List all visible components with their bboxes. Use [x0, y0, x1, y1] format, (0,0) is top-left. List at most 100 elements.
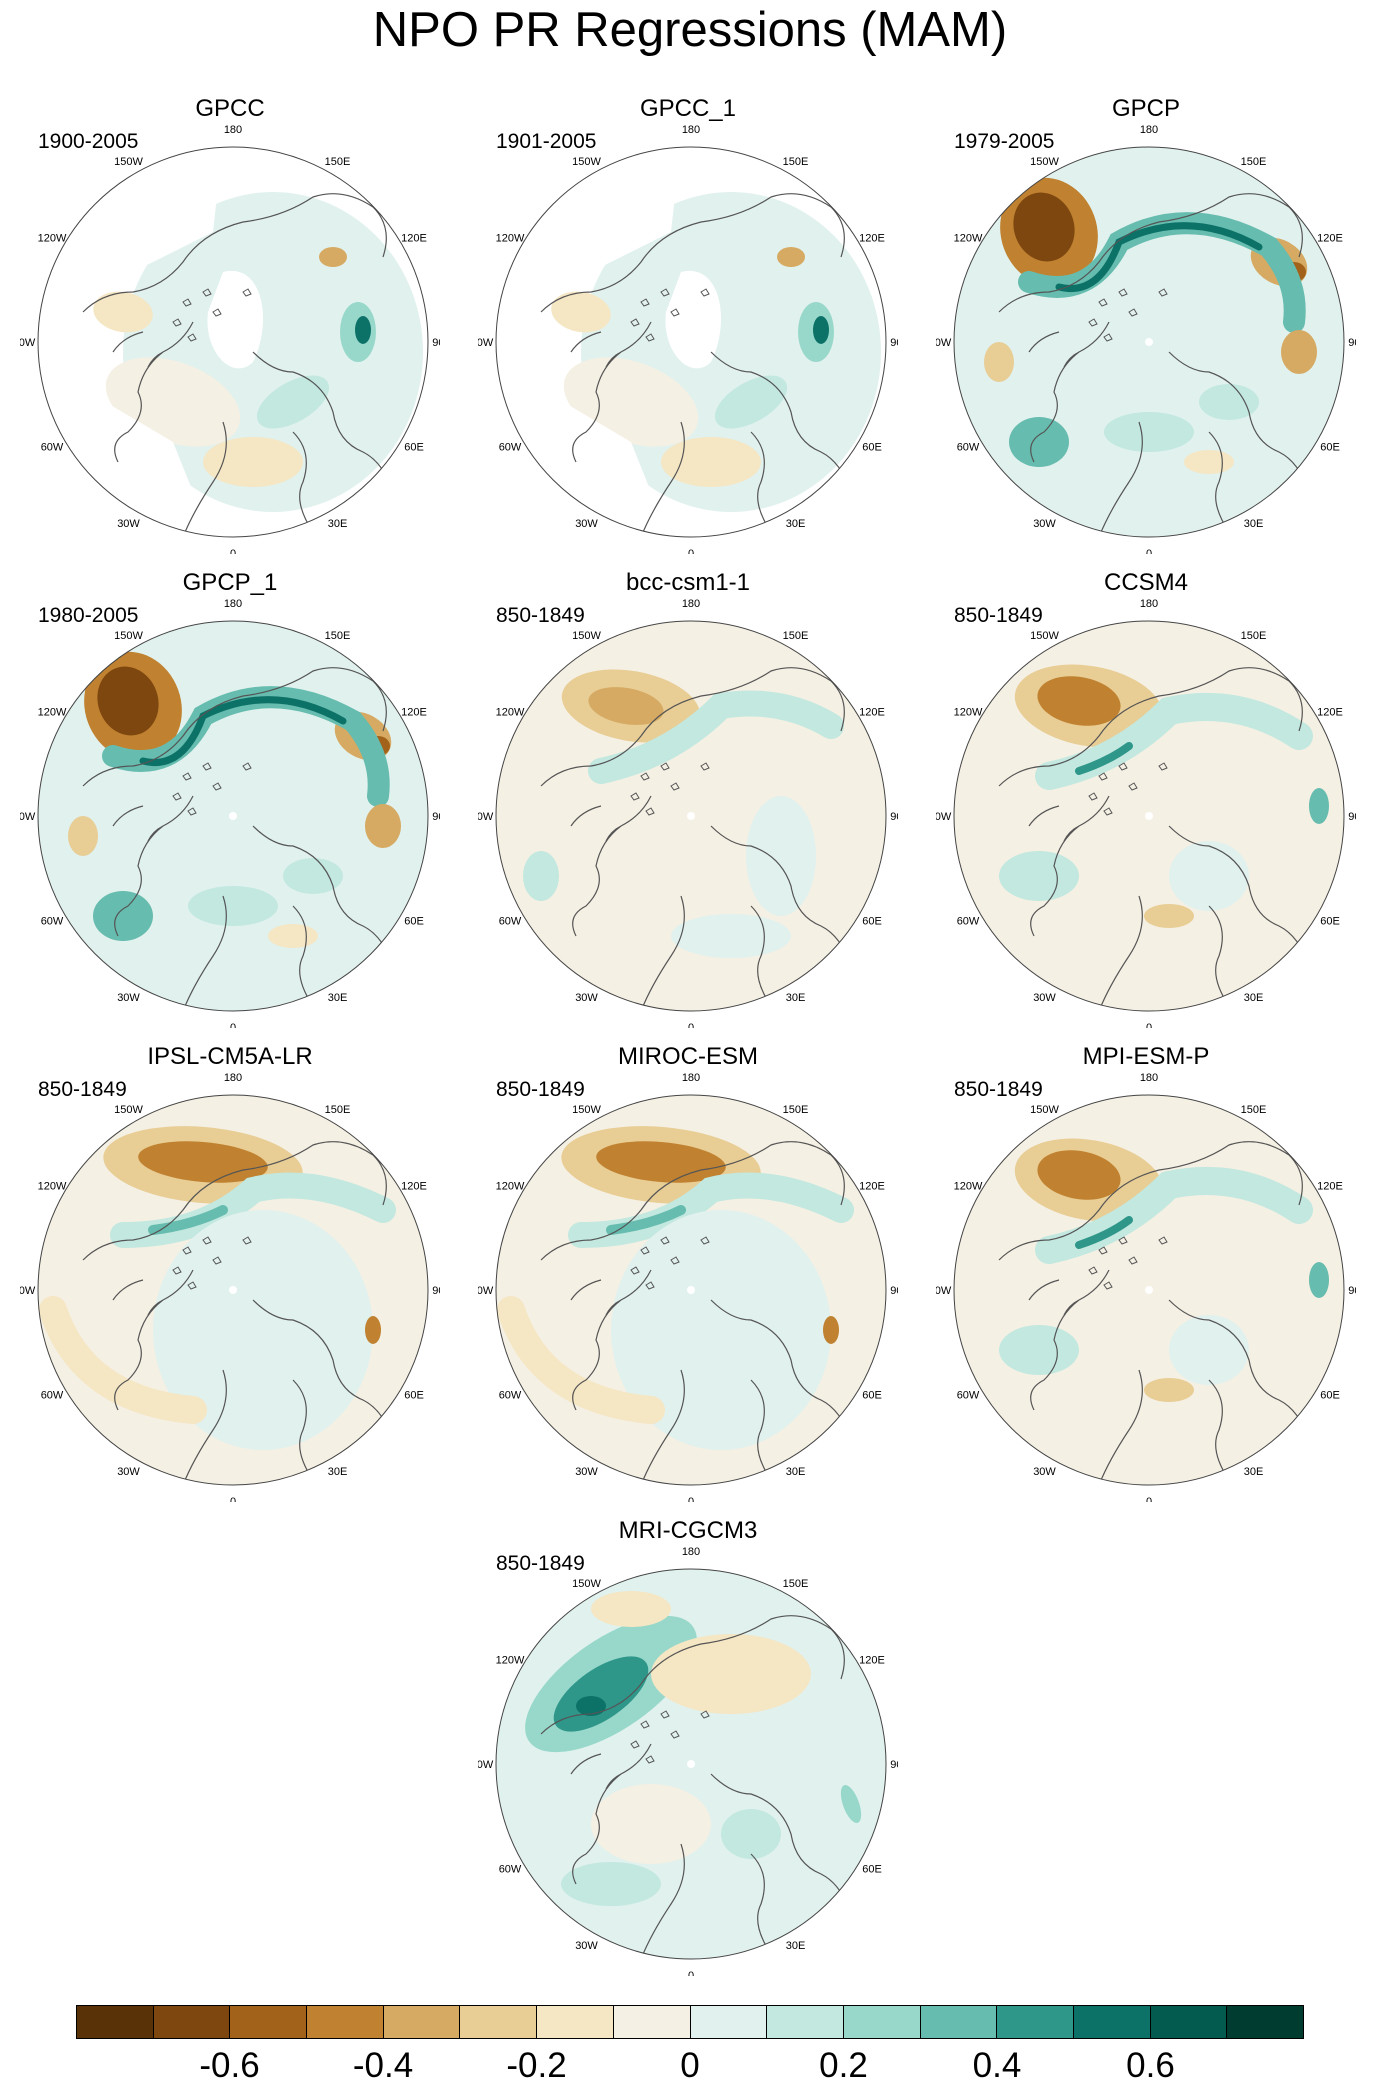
longitude-label: 180	[682, 124, 700, 136]
panel-period: 1980-2005	[38, 604, 139, 627]
panel-period: 1979-2005	[954, 130, 1055, 153]
longitude-label: 120W	[38, 1181, 67, 1193]
anomaly-contour	[1169, 841, 1249, 911]
colorbar-swatch	[997, 2006, 1074, 2038]
island-outline	[640, 1720, 650, 1729]
island-outline	[645, 1755, 655, 1764]
island-outline	[242, 762, 252, 771]
polar-map: 180 150E 120E 90E 60E 30E 0 30W 60W 90W 120W 150W	[20, 1072, 440, 1502]
panel-period: 850-1849	[496, 604, 585, 627]
anomaly-contour	[576, 1696, 606, 1716]
colorbar	[76, 2005, 1304, 2039]
anomaly-contour	[1009, 417, 1069, 467]
colorbar-swatch	[1150, 2006, 1228, 2038]
island-outline	[1128, 308, 1138, 317]
longitude-label: 120E	[1317, 1181, 1343, 1193]
anomaly-contour	[777, 247, 805, 267]
coastline	[540, 667, 852, 1011]
longitude-label: 0	[1146, 1496, 1152, 1502]
longitude-label: 90W	[20, 337, 36, 349]
longitude-label: 60W	[499, 1390, 522, 1402]
island-outline	[1118, 1236, 1128, 1245]
anomaly-contour	[1309, 1262, 1329, 1298]
colorbar-swatch	[690, 2006, 768, 2038]
colorbar-tick-label: 0.6	[1126, 2046, 1175, 2085]
polar-map: 180 150E 120E 90E 60E 30E 0 30W 60W 90W 120W 150W	[478, 1072, 898, 1502]
anomaly-contour	[721, 1809, 781, 1859]
longitude-label: 150W	[572, 1104, 601, 1116]
island-outline	[182, 298, 192, 307]
longitude-label: 120W	[38, 707, 67, 719]
longitude-label: 150E	[783, 1578, 809, 1590]
anomaly-contour	[553, 1656, 649, 1732]
island-outline	[700, 1236, 710, 1245]
longitude-label: 180	[1140, 1072, 1158, 1084]
island-outline	[660, 1236, 670, 1245]
colorbar-swatch	[77, 2006, 154, 2038]
island-outline	[1103, 1281, 1113, 1290]
colorbar-tick-label: -0.6	[199, 2046, 260, 2085]
anomaly-contour	[1104, 412, 1194, 452]
anomaly-contour	[661, 437, 761, 487]
pole-point	[687, 1760, 695, 1768]
island-outline	[670, 782, 680, 791]
panel-period: 850-1849	[38, 1078, 127, 1101]
polar-map: 180 150E 120E 90E 60E 30E 0 30W 60W 90W 120W 150W	[20, 124, 440, 554]
anomaly-contour	[203, 437, 303, 487]
longitude-label: 30E	[1244, 992, 1264, 1004]
island-outline	[630, 318, 640, 327]
island-outline	[1088, 318, 1098, 327]
anomaly-contour	[813, 316, 829, 344]
island-outline	[182, 1246, 192, 1255]
island-outline	[202, 1236, 212, 1245]
longitude-label: 120E	[401, 1181, 427, 1193]
longitude-label: 30E	[1244, 1466, 1264, 1478]
longitude-label: 90E	[1348, 337, 1356, 349]
colorbar-swatch	[1227, 2006, 1303, 2038]
anomaly-contour	[68, 816, 98, 856]
island-outline	[1098, 298, 1108, 307]
longitude-label: 120W	[496, 707, 525, 719]
pole-point	[229, 1286, 237, 1294]
anomaly-contour	[365, 804, 401, 848]
longitude-label: 60E	[1320, 442, 1340, 454]
longitude-label: 90W	[478, 811, 494, 823]
anomaly-band	[139, 696, 347, 766]
longitude-label: 0	[230, 548, 236, 554]
anomaly-contour	[714, 375, 788, 429]
longitude-label: 60W	[499, 1864, 522, 1876]
longitude-label: 120W	[496, 1655, 525, 1667]
anomaly-contour	[1281, 330, 1317, 374]
coastline	[82, 667, 394, 1011]
longitude-label: 120E	[1317, 707, 1343, 719]
island-outline	[645, 807, 655, 816]
island-outline	[630, 792, 640, 801]
longitude-label: 90E	[890, 337, 898, 349]
longitude-label: 120W	[496, 233, 525, 245]
map-boundary	[953, 146, 1345, 538]
longitude-label: 150W	[114, 1104, 143, 1116]
panel-title: bcc-csm1-1	[625, 569, 751, 596]
map-panel: 180 150E 120E 90E 60E 30E 0 30W 60W 90W 120W 150W GP…	[478, 94, 898, 554]
panel-title: CCSM4	[1103, 569, 1188, 596]
map-boundary	[37, 1094, 429, 1486]
anomaly-contour	[999, 851, 1079, 901]
anomaly-contour	[355, 316, 371, 344]
longitude-label: 60E	[862, 442, 882, 454]
longitude-label: 30E	[328, 518, 348, 530]
island-outline	[1088, 792, 1098, 801]
island-outline	[700, 288, 710, 297]
island-outline	[187, 333, 197, 342]
colorbar-swatch	[230, 2006, 308, 2038]
island-outline	[212, 1256, 222, 1265]
anomaly-contour	[671, 914, 791, 958]
island-outline	[212, 308, 222, 317]
longitude-label: 60W	[499, 916, 522, 928]
island-outline	[630, 1266, 640, 1275]
longitude-label: 90E	[890, 1285, 898, 1297]
coastline	[998, 1141, 1310, 1485]
longitude-label: 60W	[41, 442, 64, 454]
colorbar-swatch	[537, 2006, 614, 2038]
longitude-label: 180	[224, 1072, 242, 1084]
anomaly-contour	[319, 247, 347, 267]
